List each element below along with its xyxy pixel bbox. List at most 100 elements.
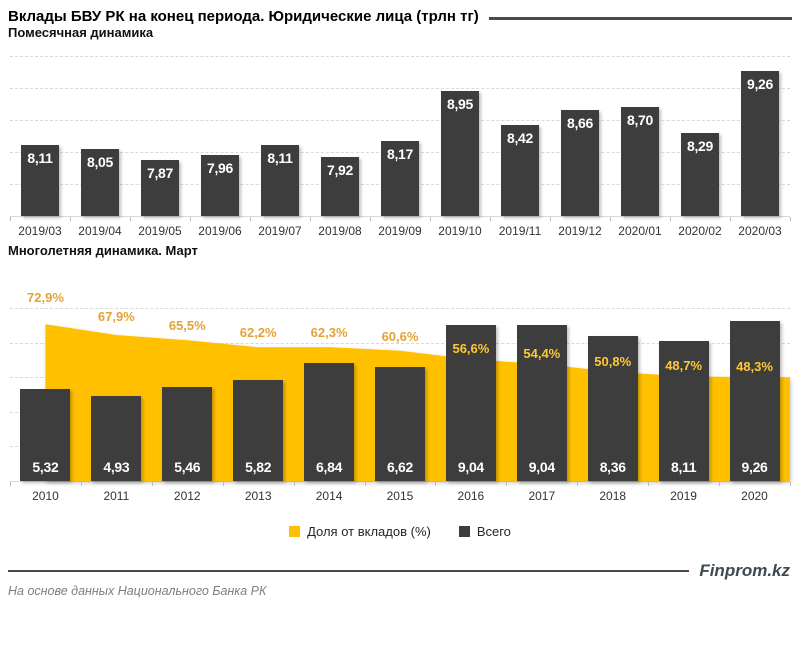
yearly-bar-value: 9,04 <box>528 459 555 475</box>
footer: Finprom.kz На основе данных Национальног… <box>8 561 792 598</box>
monthly-x-axis: 2019/03 2019/04 2019/05 2019/06 2019/07 2019/… <box>10 217 791 243</box>
yearly-bar: 4,93 <box>91 395 142 481</box>
gridline <box>10 56 790 57</box>
monthly-plot: 8,11 8,05 7,87 7,96 8,11 7,92 8,17 8,95 8,42 8,66… <box>10 56 790 217</box>
yearly-chart-title: Многолетняя динамика. Март <box>8 243 198 258</box>
gridline <box>10 308 790 309</box>
source-note: На основе данных Национального Банка РК <box>8 584 267 598</box>
axis-tick <box>549 217 551 221</box>
axis-tick <box>370 217 371 221</box>
yearly-x-label: 2018 <box>599 489 627 503</box>
yearly-bar: 5,46 <box>162 386 213 481</box>
legend-item-total: Всего <box>458 524 511 539</box>
monthly-bar: 8,05 <box>81 148 119 216</box>
monthly-bar-value: 9,26 <box>746 76 774 93</box>
yearly-bar-value: 9,04 <box>457 459 484 475</box>
monthly-x-label: 2020/03 <box>738 224 782 238</box>
monthly-x-label: 2019/04 <box>78 224 122 238</box>
yearly-x-label: 2011 <box>103 489 130 503</box>
monthly-bar: 9,26 <box>741 71 779 216</box>
share-percent-label: 62,3% <box>310 325 348 341</box>
monthly-bar: 8,11 <box>21 145 59 216</box>
footer-rule <box>8 570 690 572</box>
monthly-bar: 8,70 <box>621 107 659 216</box>
yearly-bar: 9,26 <box>729 320 780 481</box>
monthly-bar-value: 8,29 <box>686 138 714 155</box>
axis-tick <box>430 217 431 221</box>
share-percent-label: 48,3% <box>736 359 773 375</box>
axis-tick <box>670 217 671 221</box>
infographic-page: Вклады БВУ РК на конец периода. Юридичес… <box>8 8 792 598</box>
monthly-x-label: 2019/10 <box>438 224 482 238</box>
share-percent-label: 48,7% <box>665 358 703 374</box>
axis-tick <box>730 217 731 221</box>
monthly-bar: 8,66 <box>560 109 599 216</box>
brand-logo: Finprom.kz <box>699 561 790 580</box>
axis-tick <box>190 217 191 221</box>
monthly-bar: 8,42 <box>501 125 539 216</box>
monthly-bar-value: 8,42 <box>506 130 534 147</box>
monthly-bar: 7,92 <box>321 157 359 216</box>
monthly-bar-value: 8,95 <box>446 96 474 113</box>
share-percent-label: 65,5% <box>168 318 206 334</box>
share-swatch-icon <box>289 526 301 537</box>
yearly-plot: 5,32 4,93 5,46 5,82 6,84 6,62 9,04 9,04 8,36 8,11… <box>10 266 790 482</box>
axis-tick <box>490 217 491 221</box>
yearly-bar-value: 5,82 <box>245 459 272 475</box>
monthly-bar: 7,87 <box>141 160 179 216</box>
yearly-x-label: 2014 <box>315 489 343 503</box>
monthly-x-label: 2019/12 <box>558 224 602 238</box>
yearly-bar: 9,04 <box>516 324 567 481</box>
yearly-x-label: 2016 <box>457 489 485 503</box>
yearly-x-label: 2019 <box>670 489 697 503</box>
footer-rule-row: Finprom.kz <box>8 561 792 581</box>
title-rule <box>488 16 792 20</box>
monthly-x-label: 2019/11 <box>498 224 542 238</box>
yearly-bar: 5,82 <box>233 380 284 481</box>
header: Вклады БВУ РК на конец периода. Юридичес… <box>8 8 792 25</box>
legend: Доля от вкладов (%) Всего <box>8 524 792 539</box>
axis-tick <box>222 482 224 486</box>
axis-tick <box>310 217 311 221</box>
monthly-bar-value: 7,96 <box>206 159 234 176</box>
yearly-x-label: 2020 <box>741 489 768 503</box>
axis-tick <box>151 482 153 486</box>
monthly-x-label: 2020/01 <box>618 224 662 238</box>
yearly-bar-value: 5,46 <box>174 459 201 475</box>
monthly-bar-value: 7,87 <box>146 165 174 182</box>
yearly-bar: 8,36 <box>587 336 638 481</box>
legend-share-label: Доля от вкладов (%) <box>307 524 431 539</box>
yearly-bar-value: 9,26 <box>741 459 768 475</box>
monthly-bar-value: 8,17 <box>386 146 414 163</box>
monthly-bar-value: 8,05 <box>86 153 114 170</box>
yearly-bar-value: 8,36 <box>599 459 626 475</box>
yearly-bar-value: 5,32 <box>32 459 59 475</box>
monthly-bar-value: 8,70 <box>626 112 654 129</box>
yearly-x-label: 2015 <box>386 489 414 503</box>
monthly-x-label: 2020/02 <box>678 224 722 238</box>
monthly-chart: 8,11 8,05 7,87 7,96 8,11 7,92 8,17 8,95 8,42 8,66… <box>10 56 791 243</box>
axis-tick <box>364 482 366 486</box>
axis-tick <box>10 482 11 486</box>
axis-tick <box>293 482 295 486</box>
yearly-bar-value: 6,62 <box>386 459 414 475</box>
legend-total-label: Всего <box>476 524 511 539</box>
axis-tick <box>719 482 721 486</box>
yearly-bar: 5,32 <box>20 389 71 481</box>
monthly-x-label: 2019/07 <box>258 224 302 238</box>
gridline <box>10 120 790 121</box>
axis-tick <box>610 217 611 221</box>
monthly-bar: 7,96 <box>201 154 239 216</box>
share-percent-label: 67,9% <box>97 309 135 324</box>
axis-tick <box>80 482 82 486</box>
axis-tick <box>130 217 131 221</box>
axis-tick <box>435 482 437 486</box>
yearly-bar-value: 8,11 <box>670 459 697 475</box>
monthly-bar: 8,29 <box>681 133 719 216</box>
monthly-bar-value: 8,11 <box>267 150 293 166</box>
gridline <box>10 342 790 344</box>
monthly-bar-value: 7,92 <box>326 162 354 179</box>
monthly-x-label: 2019/03 <box>18 224 62 238</box>
monthly-bar: 8,17 <box>381 141 419 216</box>
yearly-chart: 5,32 4,93 5,46 5,82 6,84 6,62 9,04 9,04 8,36 8,11… <box>10 266 791 508</box>
